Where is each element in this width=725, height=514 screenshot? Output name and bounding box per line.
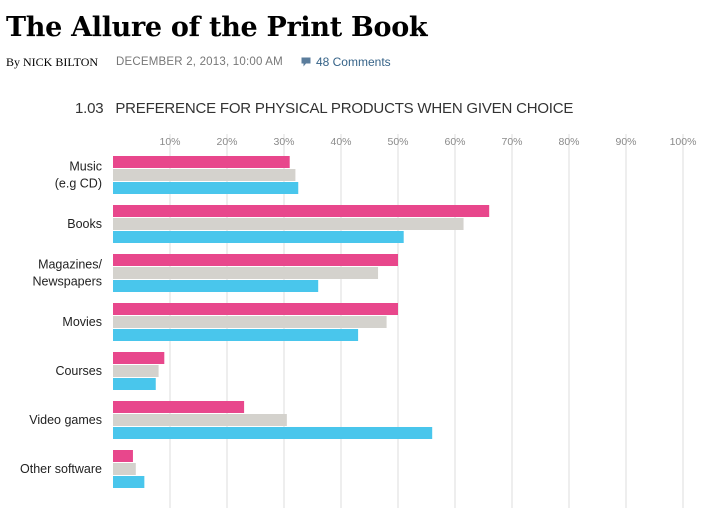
category-label-3: Movies <box>62 315 102 329</box>
byline: By NICK BILTON <box>6 55 98 70</box>
category-label-2: Magazines/Newspapers <box>33 258 103 289</box>
category-label-line: Books <box>67 217 102 231</box>
byline-prefix: By <box>6 54 21 69</box>
category-label-4: Courses <box>55 364 102 378</box>
x-tick-label-10: 10% <box>159 136 180 148</box>
category-label-6: Other software <box>20 462 102 476</box>
chart-title: 1.03 PREFERENCE FOR PHYSICAL PRODUCTS WH… <box>75 100 573 117</box>
article-headline: The Allure of the Print Book <box>6 12 428 43</box>
x-tick-label-50: 50% <box>387 136 408 148</box>
x-tick-label-40: 40% <box>330 136 351 148</box>
bar-grey-series-6 <box>113 463 136 475</box>
x-tick-label-60: 60% <box>444 136 465 148</box>
category-label-line: Magazines/ <box>38 258 102 272</box>
category-label-line: Movies <box>62 315 102 329</box>
bar-blue-series-3 <box>113 329 359 341</box>
x-tick-label-90: 90% <box>615 136 636 148</box>
bar-pink-series-4 <box>113 352 165 364</box>
bar-grey-series-1 <box>113 218 464 230</box>
category-label-line: Music <box>69 160 102 174</box>
byline-author[interactable]: NICK BILTON <box>23 54 99 69</box>
bar-grey-series-3 <box>113 316 387 328</box>
bars <box>113 156 490 488</box>
x-tick-label-80: 80% <box>558 136 579 148</box>
category-label-line: (e.g CD) <box>55 177 102 191</box>
chart-number: 1.03 <box>75 100 103 117</box>
comments-link[interactable]: 48 Comments <box>301 55 391 69</box>
x-tick-label-70: 70% <box>501 136 522 148</box>
chart-title-text: PREFERENCE FOR PHYSICAL PRODUCTS WHEN GI… <box>115 100 573 117</box>
bar-grey-series-0 <box>113 169 296 181</box>
bar-blue-series-2 <box>113 280 319 292</box>
x-tick-label-30: 30% <box>273 136 294 148</box>
speech-bubble-icon <box>301 57 311 67</box>
bar-blue-series-0 <box>113 182 299 194</box>
bar-blue-series-4 <box>113 378 156 390</box>
bar-grey-series-2 <box>113 267 379 279</box>
bar-pink-series-6 <box>113 450 133 462</box>
x-tick-label-20: 20% <box>216 136 237 148</box>
category-label-1: Books <box>67 217 102 231</box>
x-axis-ticks: 10% 20% 30% 40% 50% 60% 70% 80% 90% 100% <box>159 136 696 148</box>
category-labels: Music (e.g CD) Books Magazines/Newspapers Mo… <box>20 160 102 477</box>
category-label-line: Courses <box>55 364 102 378</box>
bar-pink-series-5 <box>113 401 245 413</box>
category-label-line: Video games <box>29 413 102 427</box>
bar-pink-series-2 <box>113 254 398 266</box>
bar-pink-series-1 <box>113 205 490 217</box>
dateline: DECEMBER 2, 2013, 10:00 AM <box>116 56 283 68</box>
category-label-line: Newspapers <box>33 275 102 289</box>
category-label-line: Other software <box>20 462 102 476</box>
comments-count-label[interactable]: 48 Comments <box>315 55 391 69</box>
byline-row: By NICK BILTON DECEMBER 2, 2013, 10:00 A… <box>6 54 391 70</box>
bar-blue-series-5 <box>113 427 433 439</box>
bar-blue-series-1 <box>113 231 404 243</box>
bar-pink-series-0 <box>113 156 290 168</box>
bar-grey-series-4 <box>113 365 159 377</box>
bar-blue-series-6 <box>113 476 145 488</box>
category-label-5: Video games <box>29 413 102 427</box>
x-tick-label-100: 100% <box>670 136 697 148</box>
category-label-0: Music (e.g CD) <box>55 160 102 191</box>
bar-pink-series-3 <box>113 303 398 315</box>
bar-grey-series-5 <box>113 414 287 426</box>
